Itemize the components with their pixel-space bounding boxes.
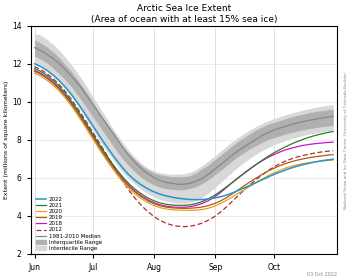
Title: Arctic Sea Ice Extent
(Area of ocean with at least 15% sea ice): Arctic Sea Ice Extent (Area of ocean wit… <box>91 4 277 24</box>
Text: 03 Oct 2022: 03 Oct 2022 <box>307 272 337 277</box>
Y-axis label: Extent (millions of square kilometers): Extent (millions of square kilometers) <box>4 80 9 199</box>
Legend: 2022, 2021, 2020, 2019, 2018, 2012, 1981-2010 Median, Interquartile Range, Inter: 2022, 2021, 2020, 2019, 2018, 2012, 1981… <box>36 197 102 251</box>
Text: National Snow and Ice Data Center, University of Colorado Boulder: National Snow and Ice Data Center, Unive… <box>344 71 348 209</box>
